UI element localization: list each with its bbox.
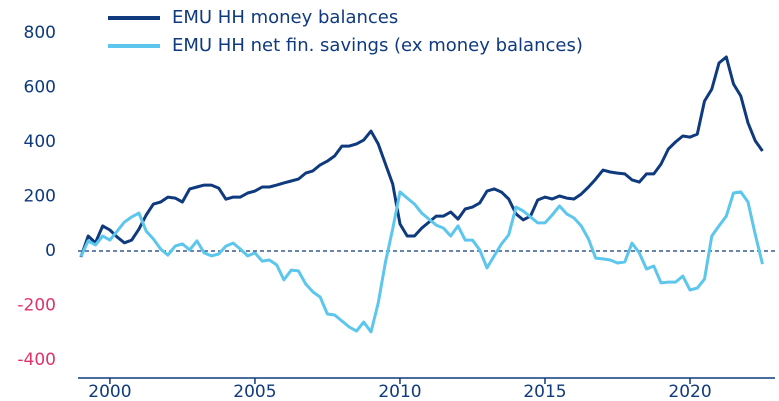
legend-label: EMU HH net fin. savings (ex money balanc… — [172, 35, 583, 56]
y-tick-label: 800 — [24, 23, 56, 43]
x-tick-label: 2020 — [668, 382, 711, 401]
line — [79, 55, 764, 258]
x-tick-label: 2015 — [523, 382, 566, 401]
y-tick-label: -200 — [17, 296, 56, 316]
x-tick-label: 2005 — [233, 382, 276, 401]
y-tick-label: 600 — [24, 78, 56, 98]
legend-label: EMU HH money balances — [172, 7, 398, 28]
y-tick-label: -400 — [17, 350, 56, 370]
y-tick-label: 400 — [24, 132, 56, 152]
line — [79, 190, 764, 334]
x-tick-label: 2010 — [378, 382, 421, 401]
x-tick-label: 2000 — [88, 382, 131, 401]
y-tick-label: 200 — [24, 187, 56, 207]
y-tick-label: 0 — [45, 241, 56, 261]
